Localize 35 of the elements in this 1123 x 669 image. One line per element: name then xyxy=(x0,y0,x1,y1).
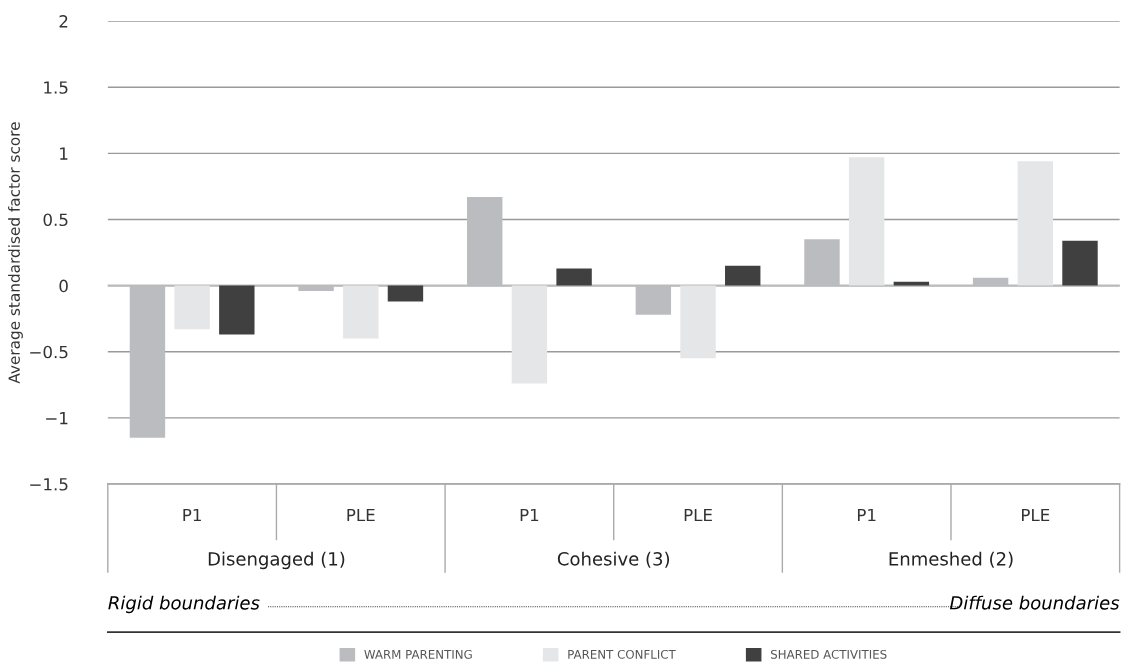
text: Diffuse boundaries xyxy=(949,595,1120,610)
text: Disengaged (1) xyxy=(208,551,345,570)
bar xyxy=(387,285,424,302)
y-tick-label: 0.5 xyxy=(43,213,68,227)
y-axis-title: Average standardised factor score xyxy=(8,122,23,384)
bar xyxy=(680,285,716,359)
x-tick-label: P1 xyxy=(857,508,876,522)
x-tick-label: P1 xyxy=(520,508,539,522)
bar xyxy=(343,285,379,339)
bar xyxy=(219,285,255,335)
legend-label: PARENT CONFLICT xyxy=(568,649,676,659)
legend-label: WARM PARENTING xyxy=(364,649,472,659)
bar xyxy=(556,268,592,286)
y-tick-label: 0 xyxy=(59,279,68,293)
x-tick-label: PLE xyxy=(347,508,375,522)
x-tick-label: P1 xyxy=(183,508,201,522)
bar xyxy=(174,285,210,330)
legend-label: SHARED ACTIVITIES xyxy=(770,649,887,659)
bar xyxy=(893,281,930,286)
text: Rigid boundaries xyxy=(108,595,260,614)
y-tick-label: −0.5 xyxy=(30,345,68,359)
y-tick-label: 1.5 xyxy=(44,81,68,94)
bar xyxy=(1017,161,1054,286)
y-tick-label: 2 xyxy=(59,15,68,28)
bar xyxy=(848,157,885,286)
x-tick-label: PLE xyxy=(684,508,712,522)
bar xyxy=(1062,240,1098,286)
x-tick-label: PLE xyxy=(1022,508,1050,522)
y-tick-label: −1 xyxy=(46,412,68,425)
y-tick-label: 1 xyxy=(60,147,68,160)
text: Cohesive (3) xyxy=(557,551,670,568)
bar xyxy=(511,285,548,384)
text: Enmeshed (2) xyxy=(889,551,1013,568)
bar xyxy=(725,265,761,286)
y-tick-label: −1.5 xyxy=(30,478,68,491)
